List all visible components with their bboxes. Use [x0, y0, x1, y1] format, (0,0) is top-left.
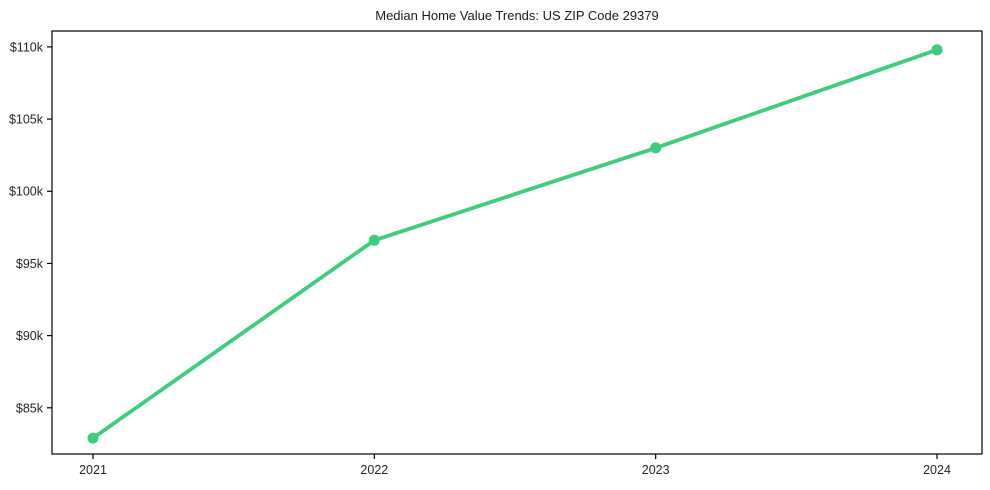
data-point-2021 — [87, 432, 99, 444]
y-tick-label: $100k — [9, 185, 44, 199]
chart-title: Median Home Value Trends: US ZIP Code 29… — [375, 8, 659, 23]
y-tick-label: $95k — [16, 257, 44, 271]
y-tick-label: $85k — [16, 401, 44, 415]
plot-border — [51, 30, 983, 455]
x-tick-label: 2021 — [79, 463, 107, 477]
y-tick-label: $110k — [10, 40, 44, 54]
y-tick-label: $105k — [9, 113, 44, 127]
x-tick-label: 2024 — [923, 463, 951, 477]
x-tick-label: 2023 — [642, 463, 670, 477]
data-point-2022 — [368, 234, 380, 246]
data-point-2023 — [650, 142, 662, 154]
series-layer — [87, 44, 943, 444]
y-tick-label: $90k — [16, 329, 44, 343]
data-point-2024 — [931, 44, 943, 56]
x-tick-label: 2022 — [360, 463, 388, 477]
trend-line — [91, 47, 939, 441]
axes-layer: $85k $90k $95k $100k $105k $110k 2021 2022 2023 2… — [9, 30, 983, 477]
